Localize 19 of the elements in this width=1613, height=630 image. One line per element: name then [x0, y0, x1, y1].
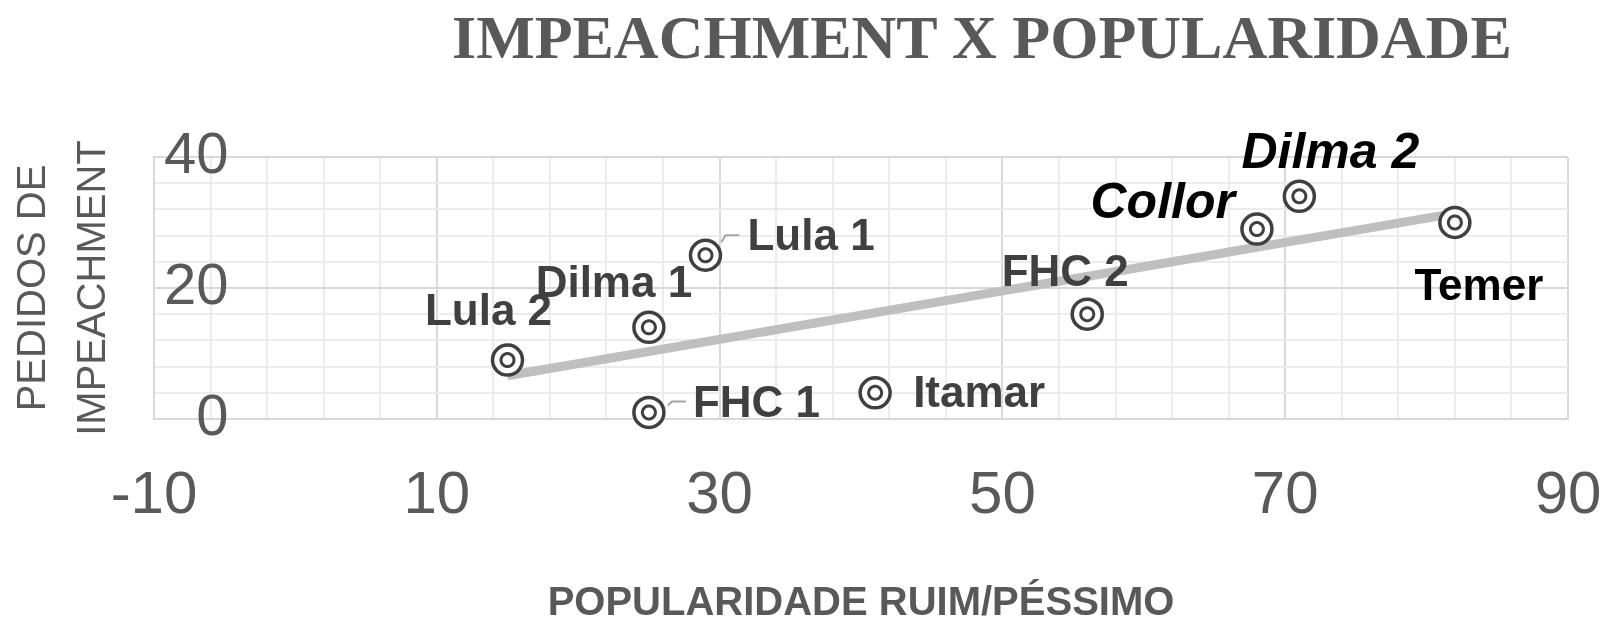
y-tick-label: 0	[196, 382, 229, 447]
annotation: Collor	[1090, 172, 1238, 229]
x-tick-label: -10	[110, 458, 198, 526]
annotation: Itamar	[913, 366, 1046, 416]
x-tick-label: 10	[403, 458, 471, 526]
chart-title: IMPEACHMENT X POPULARIDADE	[452, 3, 1512, 71]
x-tick-label: 90	[1534, 458, 1602, 526]
annotation: FHC 1	[692, 376, 821, 426]
x-tick-label: 30	[686, 458, 753, 526]
x-tick-label: 70	[1251, 458, 1319, 526]
x-axis-title: POPULARIDADE RUIM/PÉSSIMO	[547, 579, 1175, 624]
y-axis-title: PEDIDOS DE IMPEACHMENT	[9, 140, 114, 436]
x-tick-label: 50	[969, 458, 1036, 526]
annotation: Lula 1	[747, 210, 875, 260]
annotation: Temer	[1414, 259, 1544, 309]
annotation: FHC 2	[1001, 246, 1129, 296]
y-tick-label: 20	[164, 251, 229, 316]
annotation: Dilma 2	[1241, 123, 1420, 180]
y-tick-label: 40	[164, 120, 229, 185]
